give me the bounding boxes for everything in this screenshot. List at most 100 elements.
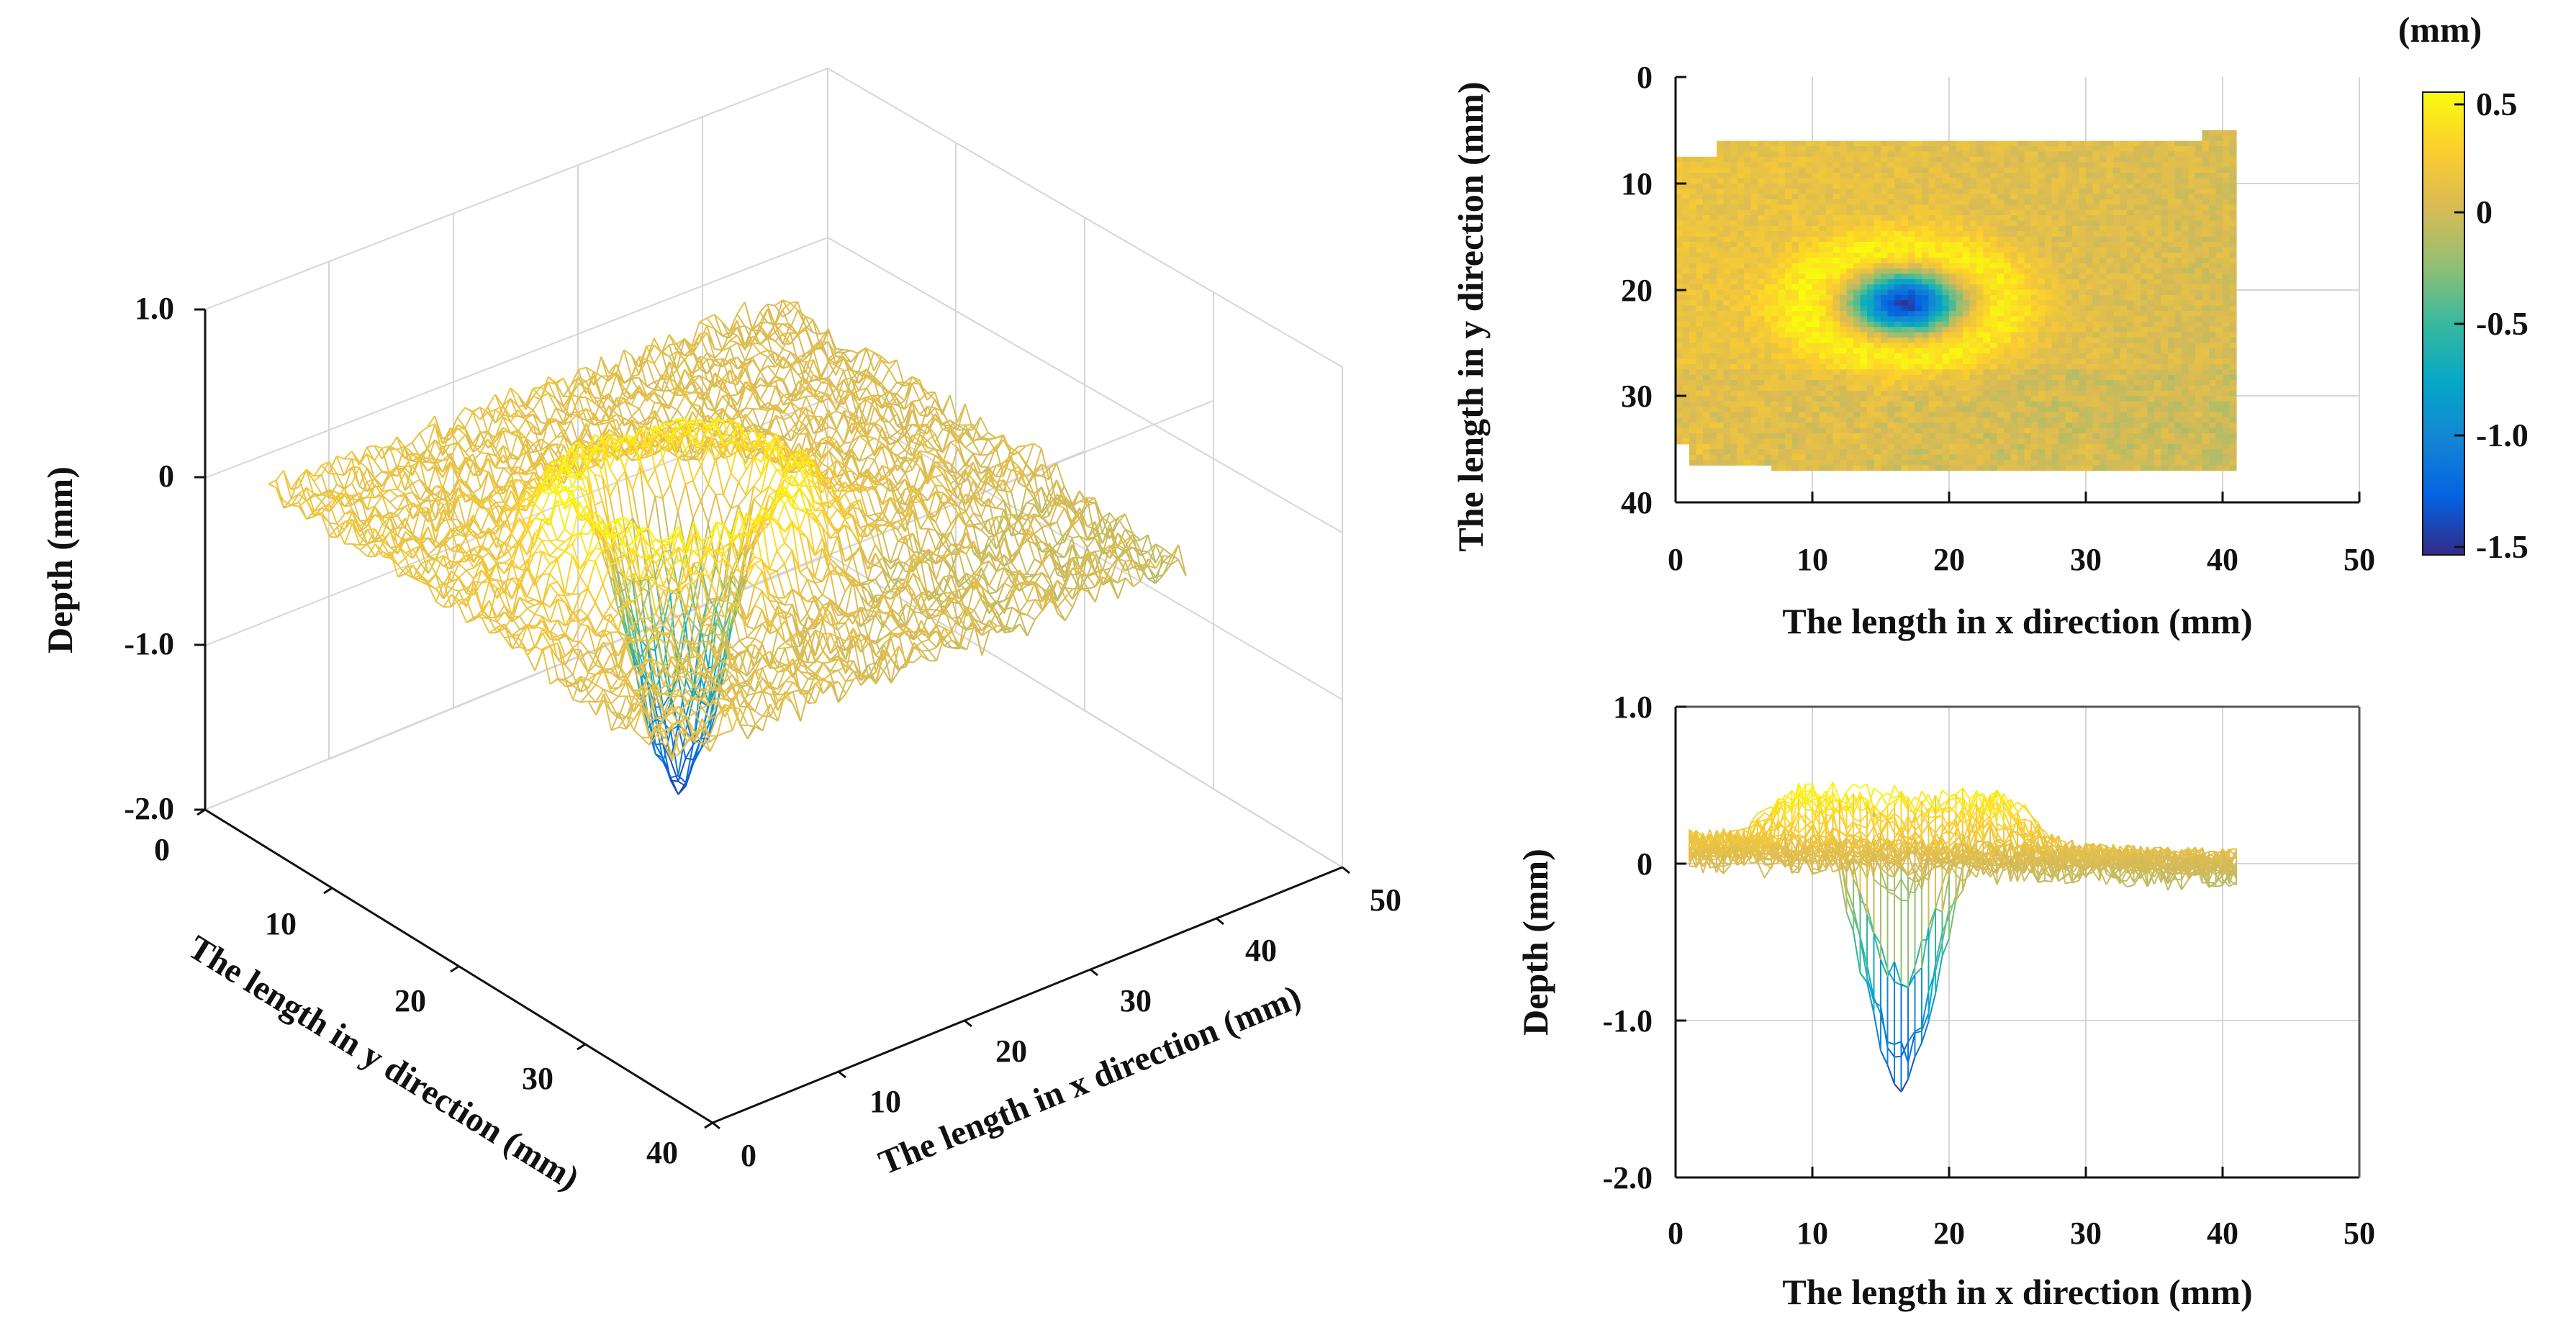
surface-3d-mesh-segment <box>526 604 535 610</box>
surface-3d-mesh-segment <box>540 418 550 451</box>
surface-3d-mesh-segment <box>790 351 799 358</box>
surface-3d-mesh-segment <box>654 345 662 352</box>
surface-3d-mesh-segment <box>335 473 345 490</box>
surface-3d-mesh-segment <box>638 356 647 361</box>
surface-3d-mesh-segment <box>579 576 589 589</box>
surface-3d-mesh-segment <box>631 354 640 375</box>
surface-3d-mesh-segment <box>691 356 700 378</box>
surface-3d-mesh-segment <box>751 335 761 344</box>
surface-3d-mesh-segment <box>641 617 649 620</box>
surface-3d-mesh-segment <box>654 392 663 404</box>
surface-3d-mesh-segment <box>797 353 806 358</box>
surface-3d-mesh-segment <box>585 375 595 382</box>
surface-3d-mesh-segment <box>411 432 420 444</box>
surface-3d-mesh-segment <box>835 352 844 364</box>
surface-3d-mesh-segment <box>797 360 806 363</box>
surface-3d-mesh-segment <box>759 343 769 351</box>
surface-3d-mesh-segment <box>714 358 723 361</box>
surface-3d-mesh-segment <box>654 410 663 424</box>
surface-3d-mesh-segment <box>298 499 307 507</box>
surface-3d-mesh-segment <box>722 358 731 363</box>
surface-3d-mesh-segment <box>729 342 738 348</box>
surface-3d-mesh-segment <box>314 493 322 496</box>
surface-3d-mesh-segment <box>464 407 474 413</box>
surface-3d-mesh-segment <box>912 399 920 402</box>
surface-3d-mesh-segment <box>328 461 338 485</box>
surface-3d-mesh-segment <box>404 468 413 476</box>
surface-3d-mesh-segment <box>683 338 693 351</box>
surface-3d-mesh-segment <box>751 325 761 343</box>
surface-3d-mesh-segment <box>579 625 589 643</box>
surface-3d-mesh-segment <box>420 507 428 510</box>
surface-3d-mesh-segment <box>502 454 512 469</box>
surface-3d-mesh-segment <box>397 465 405 468</box>
surface-3d-mesh-segment <box>646 392 655 402</box>
surface-3d-mesh-segment <box>790 301 798 304</box>
surface-3d-panel: 1.0 0 -1.0 -2.0 Depth (mm) 0 10 20 30 40… <box>40 67 1401 1198</box>
surface-3d-mesh-segment <box>700 484 709 502</box>
surface-3d-mesh-segment <box>457 472 466 487</box>
surface-3d-mesh-segment <box>608 421 618 435</box>
surface-3d-mesh-segment <box>919 424 928 427</box>
surface-3d-mesh-segment <box>759 352 769 358</box>
surface-3d-mesh-segment <box>427 423 435 428</box>
surface-3d-mesh-segment <box>564 593 573 597</box>
surface-3d-mesh-segment <box>615 374 625 389</box>
surface-3d-mesh-segment <box>721 332 731 337</box>
surface-3d-mesh-segment <box>601 421 610 425</box>
surface-3d-mesh-segment <box>572 640 581 643</box>
surface-3d-mesh-segment <box>381 471 390 474</box>
surface-3d-mesh-segment <box>374 448 383 461</box>
surface-3d-mesh-segment <box>502 414 511 417</box>
surface-3d-mesh-segment <box>343 466 353 476</box>
surface-3d-mesh-segment <box>684 368 693 379</box>
surface-3d-mesh-segment <box>336 521 345 528</box>
surface-3d-mesh-segment <box>774 309 784 325</box>
surface-3d-mesh-segment <box>298 469 307 488</box>
surface-3d-mesh-segment <box>381 471 391 492</box>
surface-3d-mesh-segment <box>782 368 792 383</box>
surface-3d-mesh-segment <box>374 445 383 449</box>
surface-3d-mesh-segment <box>797 316 806 335</box>
surface-3d-mesh-segment <box>669 388 678 406</box>
surface-3d-mesh-segment <box>534 517 543 520</box>
surface-3d-mesh-segment <box>374 494 383 499</box>
surface-3d-mesh-segment <box>805 348 814 355</box>
surface-3d-mesh-segment <box>434 439 443 448</box>
surface-3d-mesh-segment <box>540 381 549 388</box>
surface-3d-mesh-segment <box>397 495 405 497</box>
surface-3d-mesh-segment <box>464 434 474 453</box>
surface-3d-mesh-segment <box>592 375 602 399</box>
surface-3d-mesh-segment <box>435 458 443 461</box>
surface-3d-mesh-segment <box>790 333 799 363</box>
surface-3d-mesh-segment <box>638 359 648 375</box>
surface-3d-mesh-segment <box>753 498 762 508</box>
surface-3d-mesh-segment <box>615 363 625 383</box>
surface-3d-mesh-segment <box>744 392 754 409</box>
surface-3d-mesh-segment <box>351 466 361 484</box>
surface-3d-mesh-segment <box>290 493 300 506</box>
surface-3d-mesh-segment <box>693 548 702 552</box>
surface-3d-mesh-segment <box>759 410 769 430</box>
surface-3d-mesh-segment <box>472 461 482 489</box>
surface-3d-mesh-segment <box>661 334 670 353</box>
surface-3d-mesh-segment <box>487 412 497 424</box>
surface-3d-mesh-segment <box>897 472 906 486</box>
surface-3d-mesh-segment <box>397 557 407 566</box>
surface-3d-mesh-segment <box>344 511 353 515</box>
surface-3d-mesh-segment <box>420 511 429 523</box>
surface-3d-mesh-segment <box>578 383 587 389</box>
surface-3d-mesh-segment <box>623 397 633 417</box>
surface-3d-mesh <box>268 299 1187 795</box>
surface-3d-mesh-segment <box>668 344 678 370</box>
surface-3d-mesh-segment <box>426 423 436 449</box>
surface-3d-mesh-segment <box>344 458 352 460</box>
surface-3d-mesh-segment <box>466 569 475 579</box>
surface-3d-mesh-segment <box>706 325 715 330</box>
surface-3d-mesh-segment <box>941 394 951 412</box>
surface-3d-mesh-segment <box>328 503 338 525</box>
surface-3d-mesh-segment <box>366 477 375 483</box>
surface-3d-mesh-segment <box>458 563 467 571</box>
surface-3d-mesh-segment <box>525 404 534 411</box>
surface-3d-mesh-segment <box>321 490 330 502</box>
